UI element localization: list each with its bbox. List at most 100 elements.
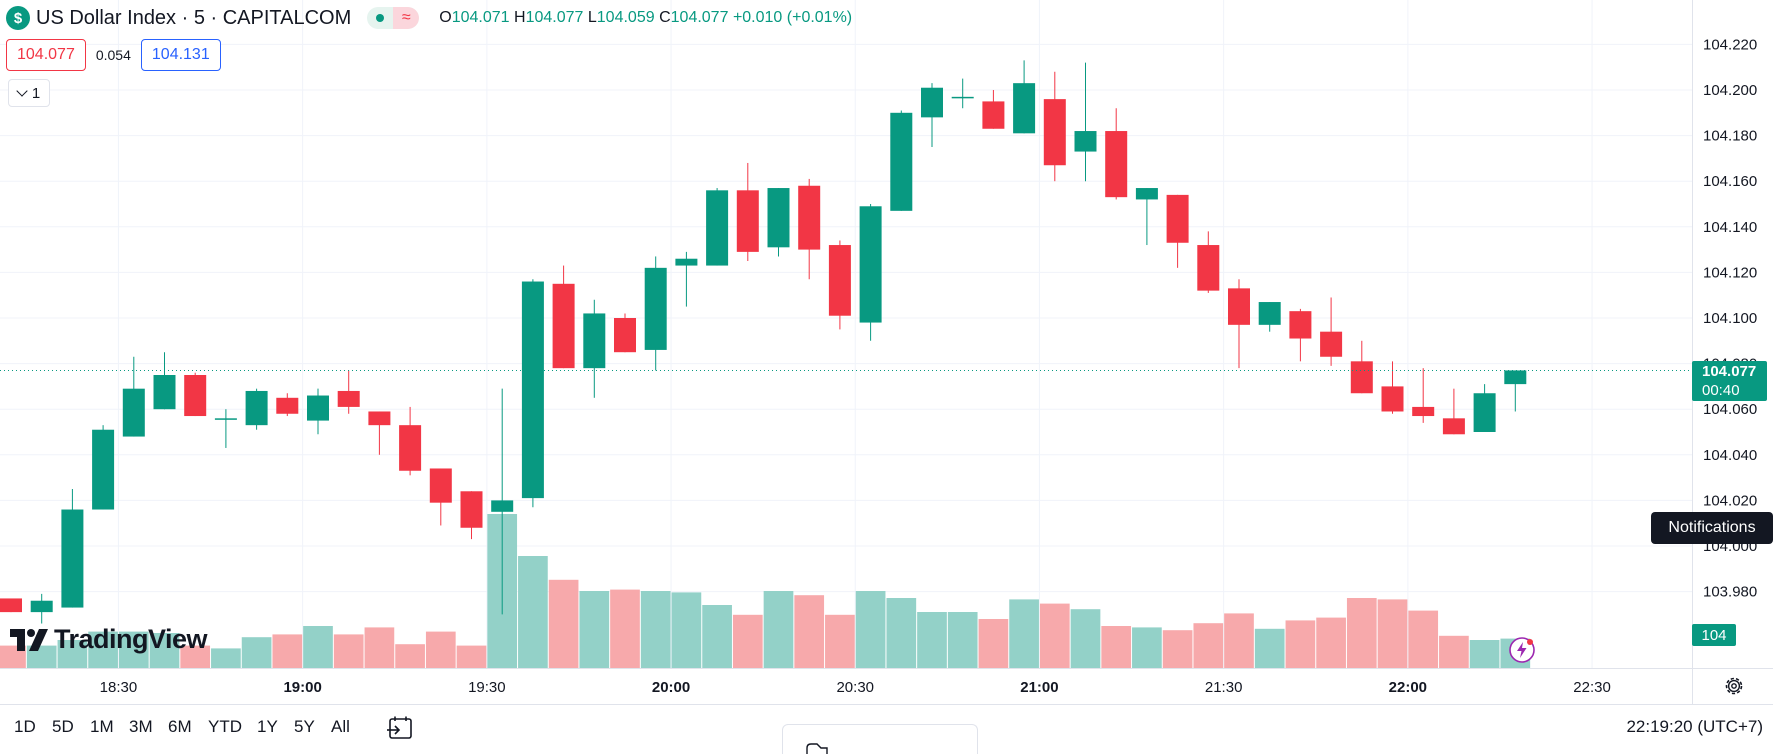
volume-bar bbox=[333, 634, 364, 668]
volume-bar bbox=[1193, 623, 1224, 668]
range-button-6m[interactable]: 6M bbox=[168, 717, 192, 736]
volume-bar bbox=[640, 591, 671, 668]
candle-body bbox=[1412, 406, 1435, 417]
candle-body bbox=[767, 188, 790, 248]
candle-body bbox=[337, 390, 360, 407]
gear-icon[interactable] bbox=[1723, 675, 1745, 697]
time-tick-label: 20:00 bbox=[652, 679, 690, 696]
tradingview-watermark[interactable]: TradingView bbox=[10, 624, 208, 655]
time-scale[interactable]: 18:30 19:00 19:30 20:00 20:30 21:00 21:30 22:00… bbox=[100, 679, 1611, 696]
range-button-all[interactable]: All bbox=[331, 717, 350, 736]
volume-bar bbox=[118, 631, 149, 668]
last-price-tag: 104.077 00:40 bbox=[1692, 361, 1767, 401]
candle-body bbox=[1350, 361, 1373, 394]
volume-bar bbox=[26, 645, 57, 668]
volume-bar bbox=[425, 631, 456, 668]
watermark-text: TradingView bbox=[54, 624, 208, 654]
volume-bar bbox=[1439, 635, 1469, 668]
candle-body bbox=[1043, 99, 1066, 166]
volume-bar bbox=[1285, 620, 1316, 668]
volume-bar bbox=[1224, 613, 1254, 668]
volume-bar bbox=[57, 640, 88, 668]
candle-body bbox=[276, 397, 299, 414]
symbol-title[interactable]: US Dollar Index · 5 · CAPITALCOM bbox=[36, 6, 352, 29]
delayed-data-icon: ≈ bbox=[393, 7, 420, 29]
volume-bar bbox=[149, 633, 180, 668]
range-button-1d[interactable]: 1D bbox=[14, 717, 36, 736]
dollar-logo-icon: $ bbox=[6, 6, 30, 30]
price-tick-label: 104.100 bbox=[1703, 310, 1757, 327]
candle-body bbox=[552, 283, 575, 369]
volume-bar bbox=[671, 592, 702, 668]
last-price-value: 104.077 bbox=[1702, 363, 1757, 380]
candlestick-chart[interactable]: 104.220 104.200 104.180 104.160 104.140 104.1… bbox=[0, 0, 1773, 704]
volume-bar bbox=[732, 614, 763, 668]
timezone-clock[interactable]: 22:19:20 (UTC+7) bbox=[1626, 717, 1763, 736]
volume-bar bbox=[211, 648, 241, 668]
volume-bar bbox=[1101, 626, 1132, 668]
trade-buttons: 104.077 0.054 104.131 bbox=[6, 39, 221, 71]
buy-price-button[interactable]: 104.131 bbox=[140, 39, 221, 71]
candle-body bbox=[399, 425, 422, 471]
price-candles bbox=[0, 60, 1527, 624]
price-tick-label: 104.220 bbox=[1703, 36, 1757, 53]
candle-body bbox=[890, 112, 913, 211]
volume-bar bbox=[1132, 627, 1162, 668]
price-tick-label: 104.120 bbox=[1703, 264, 1757, 281]
candle-body bbox=[122, 388, 145, 437]
range-button-5y[interactable]: 5Y bbox=[294, 717, 315, 736]
price-tick-label: 104.180 bbox=[1703, 128, 1757, 145]
ohlc-values: O104.071 H104.077 L104.059 C104.077 +0.0… bbox=[439, 9, 852, 27]
range-button-1m[interactable]: 1M bbox=[90, 717, 114, 736]
go-to-date-icon[interactable] bbox=[386, 715, 414, 741]
bottom-panel-tab[interactable] bbox=[782, 724, 978, 754]
candle-body bbox=[982, 101, 1005, 129]
chart-grid bbox=[0, 0, 1773, 704]
volume-bar bbox=[886, 598, 917, 668]
range-button-1y[interactable]: 1Y bbox=[257, 717, 278, 736]
volume-bar bbox=[917, 612, 947, 668]
candle-body bbox=[1258, 302, 1281, 325]
ohlc-open: 104.071 bbox=[451, 9, 510, 26]
panel-tab-icon bbox=[806, 743, 828, 754]
candle-body bbox=[736, 190, 759, 252]
candle-body bbox=[429, 468, 452, 503]
price-tick-label: 103.980 bbox=[1703, 584, 1757, 601]
time-tick-label: 19:30 bbox=[468, 679, 506, 696]
flash-alert-icon[interactable] bbox=[1508, 636, 1536, 664]
notifications-tooltip: Notifications bbox=[1651, 512, 1773, 544]
sell-price-button[interactable]: 104.077 bbox=[6, 39, 86, 71]
time-tick-label: 22:00 bbox=[1389, 679, 1427, 696]
volume-bar bbox=[702, 605, 732, 668]
volume-bar bbox=[1469, 640, 1500, 668]
volume-bar bbox=[0, 645, 26, 668]
candle-body bbox=[1197, 245, 1220, 291]
candle-body bbox=[706, 190, 729, 266]
candle-body bbox=[1166, 194, 1189, 243]
volume-bar bbox=[1408, 610, 1439, 668]
ohlc-low: 104.059 bbox=[596, 9, 655, 26]
range-button-3m[interactable]: 3M bbox=[129, 717, 153, 736]
volume-bar bbox=[456, 645, 487, 668]
volume-bar bbox=[272, 634, 303, 668]
price-tick-label: 104.200 bbox=[1703, 82, 1757, 99]
volume-bar bbox=[579, 591, 610, 668]
volume-scale-tag: 104 bbox=[1692, 624, 1736, 646]
indicators-collapse-button[interactable]: 1 bbox=[8, 79, 50, 107]
price-tick-label: 104.020 bbox=[1703, 492, 1757, 509]
spread-value: 0.054 bbox=[95, 47, 131, 63]
market-status-pill[interactable]: ≈ bbox=[367, 7, 420, 29]
volume-bar bbox=[1039, 603, 1070, 668]
candle-body bbox=[1228, 288, 1250, 325]
price-tick-label: 104.060 bbox=[1703, 401, 1757, 418]
candle-body bbox=[1135, 188, 1158, 200]
volume-bar bbox=[1316, 617, 1346, 668]
range-button-ytd[interactable]: YTD bbox=[208, 717, 242, 736]
time-tick-label: 21:30 bbox=[1205, 679, 1243, 696]
candle-body bbox=[214, 418, 237, 420]
range-button-5d[interactable]: 5D bbox=[52, 717, 74, 736]
candle-body bbox=[521, 281, 544, 499]
volume-bar bbox=[88, 631, 118, 668]
candle-body bbox=[1504, 370, 1527, 385]
candle-body bbox=[184, 375, 207, 417]
